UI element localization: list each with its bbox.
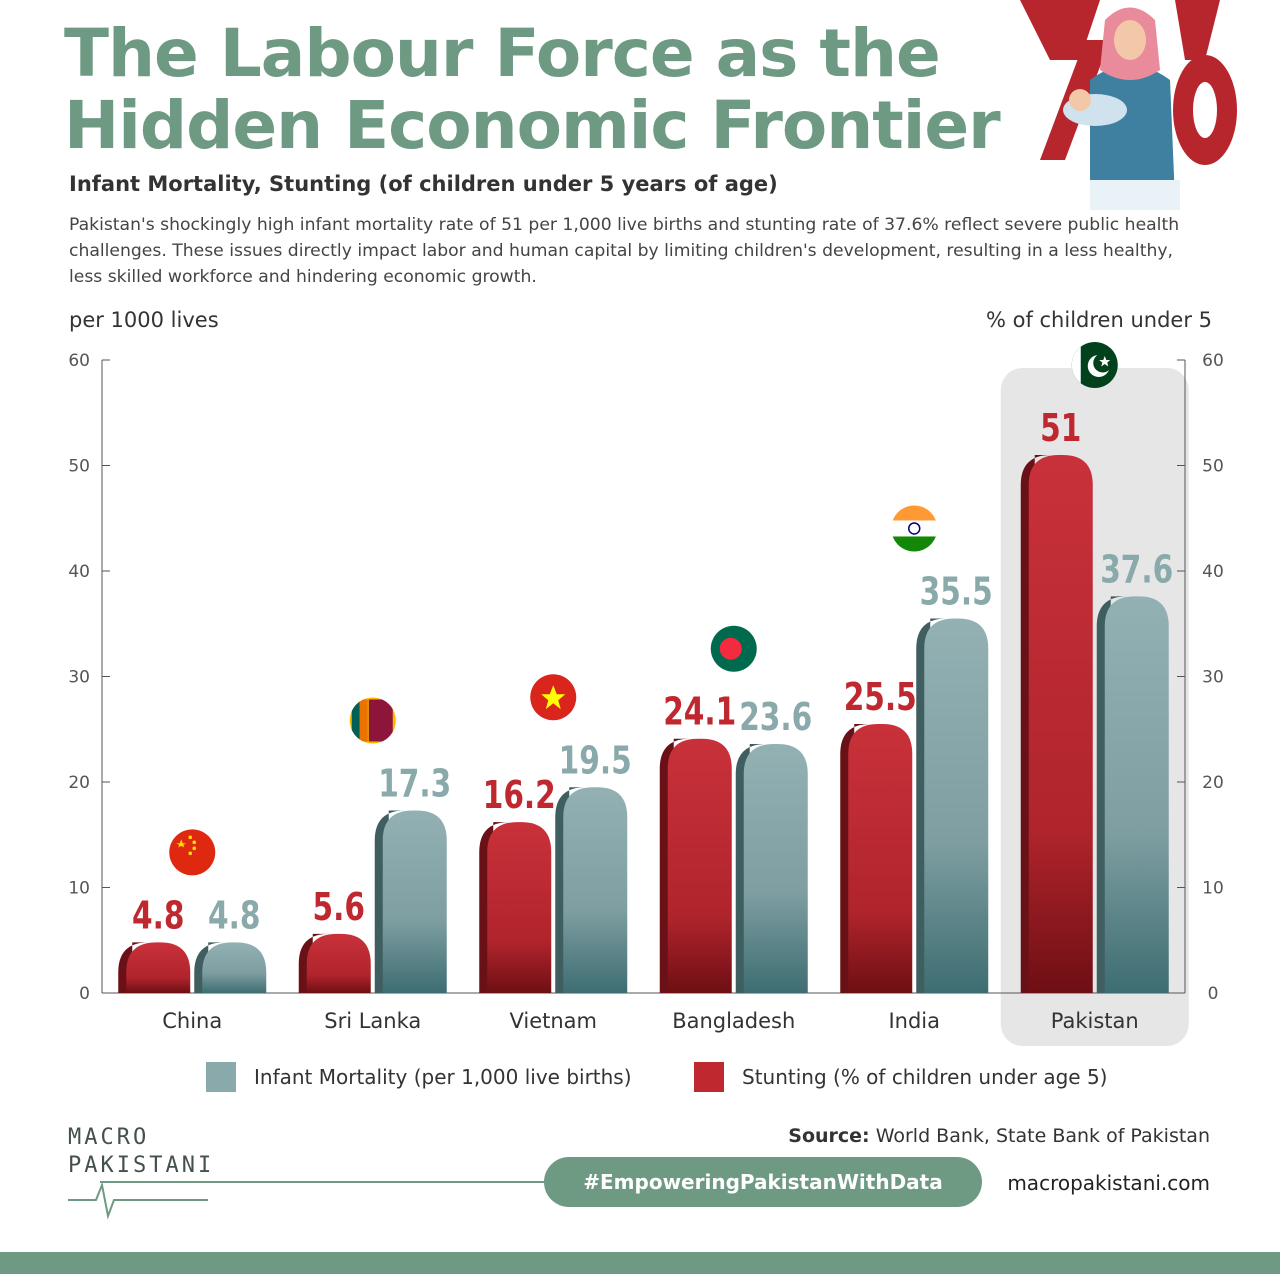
bar-side-shade (194, 942, 225, 993)
bar-value-label: 4.8 (208, 894, 260, 939)
macro-pakistani-logo: MACRO PAKISTANI (68, 1124, 215, 1220)
bar-side-shade (659, 738, 690, 993)
chart-legend: Infant Mortality (per 1,000 live births)… (0, 1062, 1280, 1098)
infant-mortality-bar (743, 744, 808, 993)
logo-line-2: PAKISTANI (68, 1153, 215, 1178)
infant-mortality-bar (924, 618, 989, 993)
flag-graphic (710, 625, 757, 672)
sri-lanka-flag-icon (349, 697, 396, 744)
y-tick-label-left: 30 (68, 668, 90, 688)
legend-item-stunting: Stunting (% of children under age 5) (694, 1062, 1108, 1092)
page-title: The Labour Force as the Hidden Economic … (64, 18, 1044, 162)
bar-value-label: 35.5 (920, 570, 993, 615)
bar-side-shade (555, 787, 586, 993)
hashtag-pill: #EmpoweringPakistanWithData (544, 1157, 982, 1207)
x-category-label: China (162, 1009, 222, 1033)
y-tick-label-right: 60 (1202, 351, 1224, 371)
bar-side-shade (118, 942, 149, 993)
y-tick-label-left: 40 (68, 562, 90, 582)
y-tick-label-left: 60 (68, 351, 90, 371)
bar-value-label: 24.1 (663, 690, 736, 735)
y-tick-label-left: 10 (68, 879, 90, 899)
bar-value-label: 17.3 (378, 762, 451, 807)
stunting-bar (126, 942, 191, 993)
y-tick-label-right: 0 (1208, 984, 1219, 1004)
stunting-bar (487, 822, 552, 993)
flag-graphic (530, 674, 577, 721)
heartbeat-line-icon (68, 1181, 208, 1220)
bar-value-label: 51 (1040, 406, 1081, 451)
bar-side-shade (298, 933, 329, 993)
x-category-label: India (888, 1009, 940, 1033)
bar-value-label: 25.5 (844, 675, 917, 720)
bar-value-label: 5.6 (313, 885, 365, 930)
source-text: World Bank, State Bank of Pakistan (869, 1125, 1210, 1147)
hashtag-divider (100, 1181, 550, 1183)
stunting-bar (667, 738, 732, 993)
left-axis-title: per 1000 lives (69, 308, 219, 332)
infant-mortality-bar (202, 942, 267, 993)
bar-side-shade (735, 744, 766, 993)
flag-graphic (169, 829, 216, 876)
flag-graphic (349, 697, 396, 744)
y-tick-label-right: 20 (1202, 773, 1224, 793)
y-tick-label-left: 20 (68, 773, 90, 793)
mother-baby-illustration (1020, 0, 1237, 210)
infant-mortality-bar (563, 787, 628, 993)
y-tick-label-left: 0 (79, 984, 90, 1004)
source-label: Source: (788, 1125, 870, 1147)
pakistan-flag-icon (1071, 341, 1118, 388)
flag-graphic (891, 505, 938, 552)
bangladesh-flag-icon (710, 625, 757, 672)
bar-side-shade (1096, 596, 1127, 993)
bar-side-shade (840, 723, 871, 993)
y-tick-label-right: 40 (1202, 562, 1224, 582)
source-note: Source: World Bank, State Bank of Pakist… (788, 1125, 1210, 1147)
description-paragraph: Pakistan's shockingly high infant mortal… (69, 215, 1180, 287)
bar-value-label: 4.8 (132, 894, 184, 939)
title-line-2: Hidden Economic Frontier (64, 87, 1001, 164)
y-tick-label-right: 30 (1202, 668, 1224, 688)
legend-label-stunting: Stunting (% of children under age 5) (742, 1065, 1108, 1089)
bar-side-shade (479, 822, 510, 993)
bar-side-shade (1020, 454, 1051, 993)
y-tick-label-right: 50 (1202, 457, 1224, 477)
chart-subtitle: Infant Mortality, Stunting (of children … (69, 172, 778, 196)
bar-value-label: 23.6 (739, 695, 812, 740)
x-category-label: Bangladesh (672, 1009, 795, 1033)
y-tick-label-right: 10 (1202, 879, 1224, 899)
flag-graphic (1071, 341, 1118, 388)
china-flag-icon (169, 829, 216, 876)
x-category-label: Vietnam (509, 1009, 597, 1033)
legend-item-infant-mortality: Infant Mortality (per 1,000 live births) (206, 1062, 632, 1092)
x-category-label: Sri Lanka (324, 1009, 421, 1033)
stunting-bar (306, 933, 371, 993)
infant-mortality-bar (382, 810, 447, 993)
bottom-bar (0, 1252, 1280, 1274)
bar-value-label: 19.5 (559, 739, 632, 784)
right-axis-title: % of children under 5 (985, 308, 1212, 332)
logo-line-1: MACRO (68, 1125, 150, 1150)
india-flag-icon (891, 505, 938, 552)
stunting-bar (1028, 454, 1093, 993)
legend-label-infant-mortality: Infant Mortality (per 1,000 live births) (254, 1065, 632, 1089)
legend-swatch-teal (206, 1062, 236, 1092)
title-line-1: The Labour Force as the (64, 15, 941, 92)
vietnam-flag-icon (530, 674, 577, 721)
bar-side-shade (916, 618, 947, 993)
bar-value-label: 37.6 (1100, 548, 1173, 593)
bar-chart: 0 0 10 10 20 20 30 30 40 40 50 50 60 60 China 4.8 4.8 Sr… (68, 341, 1224, 1046)
x-category-label: Pakistan (1051, 1009, 1139, 1033)
website-link[interactable]: macropakistani.com (1007, 1171, 1210, 1195)
stunting-bar (848, 723, 913, 993)
y-tick-label-left: 50 (68, 457, 90, 477)
legend-swatch-red (694, 1062, 724, 1092)
bar-side-shade (374, 810, 405, 993)
infant-mortality-bar (1104, 596, 1169, 993)
bar-value-label: 16.2 (483, 774, 556, 819)
